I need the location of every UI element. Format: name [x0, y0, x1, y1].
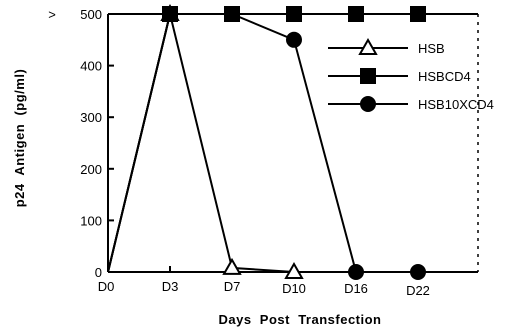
x-tick-label: D0: [98, 279, 115, 294]
data-point-hsb: [222, 257, 242, 275]
y-tick-label: 400: [80, 59, 102, 74]
chart-legend: HSB HSBCD4 HSB10XCD4: [328, 37, 494, 112]
x-tick-label: D3: [162, 279, 179, 294]
data-point-hsbcd4: [348, 6, 364, 22]
series-line-hsb: [107, 13, 295, 273]
data-point-hsb10xcd4: [410, 264, 426, 280]
x-tick-label: D7: [224, 279, 241, 294]
data-point-hsbcd4: [286, 6, 302, 22]
legend-marker-hsb10xcd4: [360, 96, 376, 112]
data-point-hsb10xcd4: [286, 31, 302, 48]
x-tick-label: D16: [344, 281, 368, 296]
y-tick-label: 300: [80, 110, 102, 125]
x-tick-label: D22: [406, 283, 430, 298]
x-axis-title: Days Post Transfection: [219, 312, 382, 327]
legend-label: HSB10XCD4: [418, 97, 494, 112]
legend-label: HSB: [418, 41, 445, 56]
legend-marker-hsbcd4: [360, 68, 376, 84]
legend-label: HSBCD4: [418, 69, 471, 84]
legend-marker-hsb: [358, 37, 378, 55]
series-markers: [160, 3, 426, 280]
series-lines: [107, 13, 418, 273]
y-tick-label: 0: [95, 265, 102, 280]
data-point-hsb10xcd4: [348, 264, 364, 280]
y-tick-label: 100: [80, 213, 102, 228]
series-line-hsb10xcd4: [107, 13, 418, 273]
y-axis-top-marker: >: [48, 7, 56, 22]
data-point-hsb10xcd4: [162, 6, 178, 22]
y-axis-title: p24 Antigen (pg/ml): [12, 69, 27, 208]
x-tick-label: D10: [282, 281, 306, 296]
data-point-hsb: [284, 261, 304, 279]
y-tick-label: 500: [80, 7, 102, 22]
data-point-hsbcd4: [410, 6, 426, 22]
y-tick-label: 200: [80, 162, 102, 177]
data-point-hsb10xcd4: [224, 6, 240, 22]
